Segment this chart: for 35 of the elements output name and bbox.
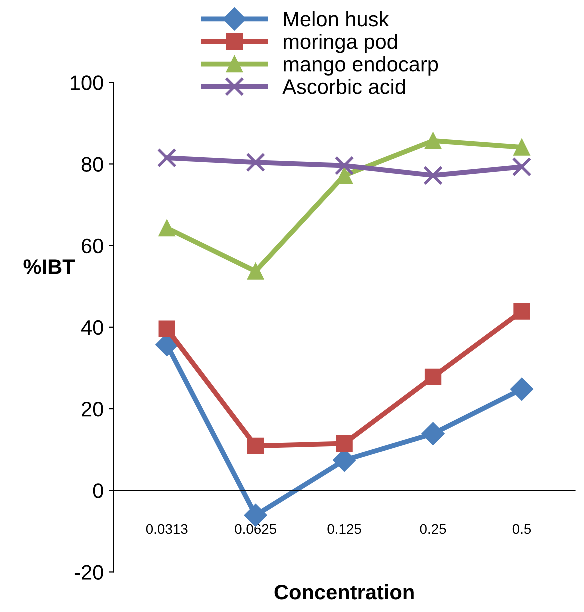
point <box>334 156 354 176</box>
x-tick-label: 0.125 <box>328 524 362 534</box>
x-tick-label: 0.0313 <box>146 524 188 534</box>
point <box>512 157 532 177</box>
y-tick-label: -20 <box>74 565 104 580</box>
point <box>424 368 442 386</box>
point <box>248 263 264 280</box>
y-tick-label: 60 <box>82 238 104 254</box>
point <box>422 422 445 446</box>
y-tick-label: 100 <box>70 76 104 90</box>
legend-label: moringa pod <box>284 34 398 54</box>
point <box>248 438 264 454</box>
y-axis-title: %IBT <box>24 260 76 274</box>
point <box>424 166 444 186</box>
x-axis-title: Concentration <box>274 584 414 600</box>
legend-label: Ascorbic acid <box>282 79 406 94</box>
y-tick-label: 20 <box>82 402 104 417</box>
legend-label: Melon husk <box>284 11 390 27</box>
y-tick-label: 40 <box>81 320 104 336</box>
point <box>510 378 534 401</box>
point <box>514 139 530 156</box>
point <box>246 152 266 172</box>
x-tick-label: 0.5 <box>512 524 532 534</box>
x-tick-label: 0.0625 <box>235 524 276 534</box>
point <box>514 303 530 320</box>
y-tick-label: 80 <box>82 157 104 172</box>
point <box>157 148 177 168</box>
x-tick-label: 0.25 <box>420 524 446 534</box>
point <box>336 435 353 452</box>
point <box>158 320 176 338</box>
y-tick-label: 0 <box>93 484 104 498</box>
point <box>158 220 176 237</box>
legend-label: mango endocarp <box>284 56 438 76</box>
point <box>336 167 353 184</box>
point <box>424 132 442 150</box>
